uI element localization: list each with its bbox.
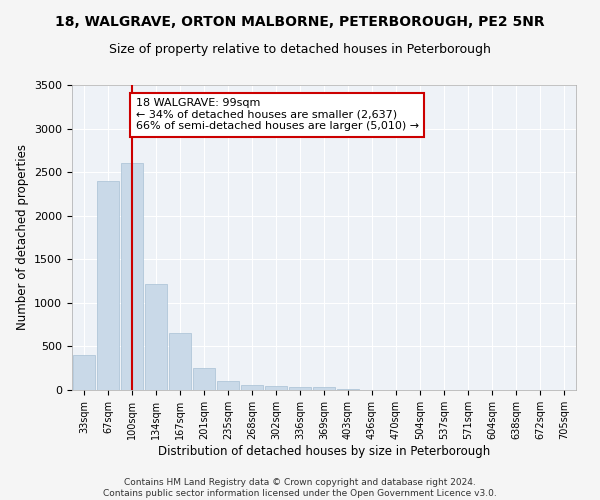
Bar <box>241 385 263 390</box>
Bar <box>337 389 359 390</box>
Text: Contains HM Land Registry data © Crown copyright and database right 2024.
Contai: Contains HM Land Registry data © Crown c… <box>103 478 497 498</box>
Bar <box>169 334 191 390</box>
Text: 18 WALGRAVE: 99sqm
← 34% of detached houses are smaller (2,637)
66% of semi-deta: 18 WALGRAVE: 99sqm ← 34% of detached hou… <box>136 98 419 132</box>
Text: 18, WALGRAVE, ORTON MALBORNE, PETERBOROUGH, PE2 5NR: 18, WALGRAVE, ORTON MALBORNE, PETERBOROU… <box>55 15 545 29</box>
Bar <box>97 181 119 390</box>
Bar <box>121 164 143 390</box>
Bar <box>289 386 311 390</box>
Bar <box>217 382 239 390</box>
Text: Size of property relative to detached houses in Peterborough: Size of property relative to detached ho… <box>109 42 491 56</box>
Bar <box>265 386 287 390</box>
Bar <box>313 388 335 390</box>
X-axis label: Distribution of detached houses by size in Peterborough: Distribution of detached houses by size … <box>158 444 490 458</box>
Bar <box>145 284 167 390</box>
Bar <box>193 368 215 390</box>
Bar <box>73 355 95 390</box>
Y-axis label: Number of detached properties: Number of detached properties <box>16 144 29 330</box>
